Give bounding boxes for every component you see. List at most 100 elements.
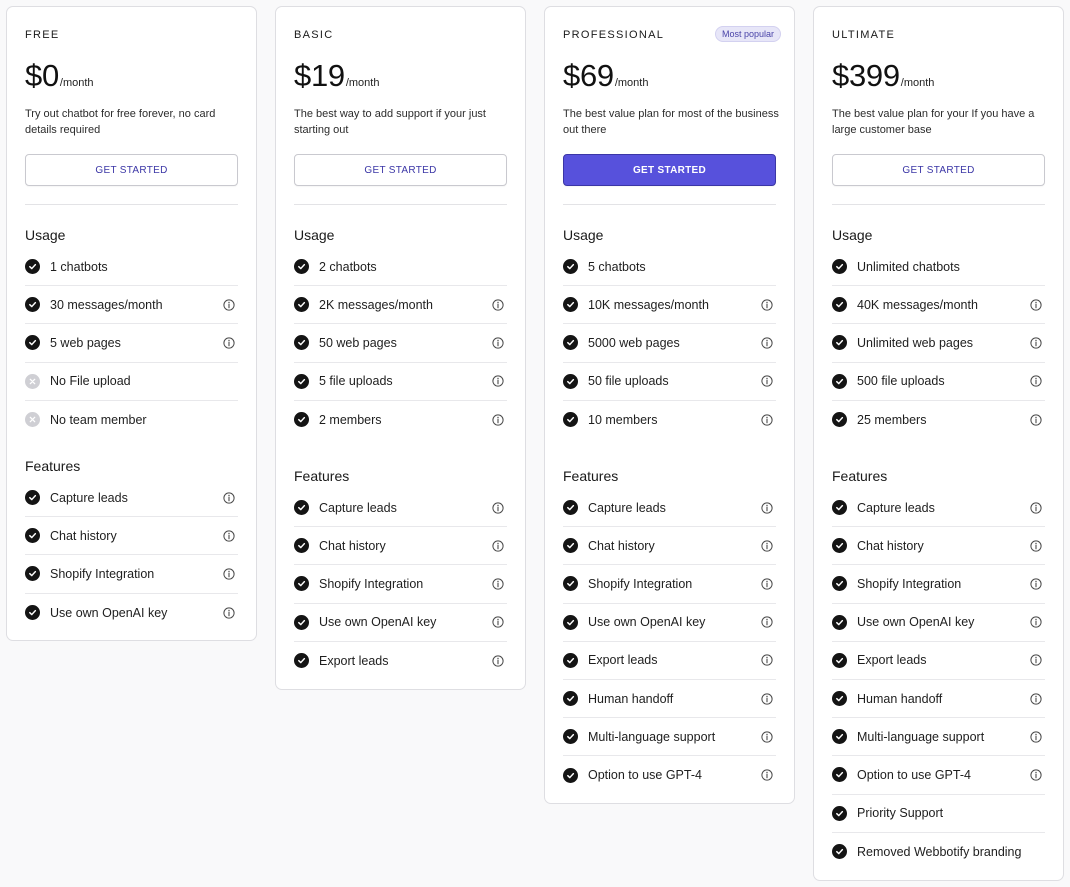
plan-description: Try out chatbot for free forever, no car…: [25, 108, 216, 136]
info-circle-icon[interactable]: [223, 530, 235, 542]
price-period: /month: [614, 77, 649, 89]
check-circle-icon: [563, 652, 578, 668]
check-circle-icon: [563, 691, 578, 707]
info-circle-icon[interactable]: [761, 501, 773, 514]
info-circle-icon[interactable]: [761, 414, 773, 426]
features-list: Capture leads Chat history Shopify Integra…: [294, 489, 507, 680]
info-circle-icon[interactable]: [761, 375, 773, 387]
info-circle-icon[interactable]: [492, 655, 504, 667]
list-item-label: 5 web pages: [50, 335, 121, 350]
list-item: Unlimited chatbots: [832, 248, 1045, 287]
check-circle-icon: [294, 297, 309, 313]
price-period: /month: [345, 77, 380, 89]
get-started-button[interactable]: GET STARTED: [832, 154, 1045, 186]
list-item: Chat history: [25, 517, 238, 556]
list-item-label: Use own OpenAI key: [319, 615, 437, 630]
list-item-label: Capture leads: [588, 500, 666, 515]
check-circle-icon: [832, 767, 847, 783]
features-list: Capture leads Chat history Shopify Integra…: [563, 489, 776, 795]
list-item: Chat history: [832, 527, 1045, 566]
list-item-label: 10K messages/month: [588, 297, 709, 312]
info-circle-icon[interactable]: [492, 501, 504, 514]
list-item-label: Multi-language support: [588, 729, 716, 744]
list-item-label: 25 members: [857, 412, 927, 427]
info-circle-icon[interactable]: [1030, 692, 1042, 705]
info-circle-icon[interactable]: [761, 337, 773, 349]
get-started-button[interactable]: GET STARTED: [563, 154, 776, 186]
get-started-button[interactable]: GET STARTED: [294, 154, 507, 186]
info-circle-icon[interactable]: [1030, 731, 1042, 743]
info-circle-icon[interactable]: [223, 568, 235, 580]
plan-name: ULTIMATE: [832, 29, 896, 41]
check-circle-icon: [832, 576, 847, 592]
check-circle-icon: [294, 335, 309, 351]
info-circle-icon[interactable]: [1030, 337, 1042, 349]
info-circle-icon[interactable]: [492, 375, 504, 387]
list-item-label: 5 chatbots: [588, 259, 646, 274]
check-circle-icon: [832, 805, 847, 821]
info-circle-icon[interactable]: [761, 578, 773, 590]
info-circle-icon[interactable]: [223, 491, 235, 504]
list-item-label: 2K messages/month: [319, 297, 433, 312]
info-circle-icon[interactable]: [1030, 654, 1042, 666]
most-popular-badge: Most popular: [714, 26, 781, 42]
divider: [294, 204, 507, 205]
info-circle-icon[interactable]: [1030, 578, 1042, 590]
info-circle-icon[interactable]: [1030, 540, 1042, 552]
info-circle-icon[interactable]: [1030, 375, 1042, 387]
list-item-label: Chat history: [857, 538, 924, 553]
list-item: Option to use GPT-4: [832, 756, 1045, 795]
list-item: 1 chatbots: [25, 248, 238, 287]
list-item-label: Option to use GPT-4: [588, 768, 702, 783]
check-circle-icon: [294, 653, 309, 669]
list-item-label: Export leads: [319, 653, 389, 668]
info-circle-icon[interactable]: [761, 616, 773, 628]
info-circle-icon[interactable]: [492, 299, 504, 311]
info-circle-icon[interactable]: [761, 299, 773, 311]
list-item: Capture leads: [563, 489, 776, 528]
info-circle-icon[interactable]: [492, 578, 504, 590]
check-circle-icon: [25, 605, 40, 621]
info-circle-icon[interactable]: [1030, 299, 1042, 311]
check-circle-icon: [25, 259, 40, 275]
check-circle-icon: [563, 729, 578, 745]
list-item-label: Export leads: [588, 653, 658, 668]
check-circle-icon: [832, 691, 847, 707]
list-item: Shopify Integration: [25, 555, 238, 594]
info-circle-icon[interactable]: [761, 692, 773, 705]
info-circle-icon[interactable]: [761, 540, 773, 552]
plan-price: $399: [832, 58, 900, 93]
list-item-label: Shopify Integration: [319, 576, 424, 591]
list-item-label: Shopify Integration: [857, 576, 962, 591]
usage-list: 1 chatbots 30 messages/month 5 web pages No…: [25, 248, 238, 439]
list-item: Capture leads: [25, 479, 238, 518]
list-item: Removed Webbotify branding: [832, 833, 1045, 871]
get-started-button[interactable]: GET STARTED: [25, 154, 238, 186]
info-circle-icon[interactable]: [761, 654, 773, 666]
check-circle-icon: [25, 566, 40, 582]
info-circle-icon[interactable]: [492, 414, 504, 426]
list-item: 2K messages/month: [294, 286, 507, 325]
check-circle-icon: [563, 335, 578, 351]
list-item: 5 chatbots: [563, 248, 776, 287]
price-period: /month: [900, 77, 935, 89]
info-circle-icon[interactable]: [1030, 769, 1042, 781]
info-circle-icon[interactable]: [223, 337, 235, 349]
x-circle-icon: [25, 412, 40, 428]
info-circle-icon[interactable]: [761, 731, 773, 743]
list-item: 2 members: [294, 401, 507, 439]
check-circle-icon: [25, 490, 40, 506]
info-circle-icon[interactable]: [492, 337, 504, 349]
info-circle-icon[interactable]: [1030, 616, 1042, 628]
info-circle-icon[interactable]: [223, 607, 235, 619]
info-circle-icon[interactable]: [492, 616, 504, 628]
info-circle-icon[interactable]: [761, 769, 773, 782]
list-item: 5000 web pages: [563, 324, 776, 363]
list-item: 500 file uploads: [832, 363, 1045, 401]
list-item-label: Human handoff: [857, 691, 943, 706]
info-circle-icon[interactable]: [1030, 414, 1042, 426]
info-circle-icon[interactable]: [1030, 501, 1042, 514]
list-item-label: 10 members: [588, 412, 658, 427]
info-circle-icon[interactable]: [492, 540, 504, 552]
info-circle-icon[interactable]: [223, 299, 235, 311]
